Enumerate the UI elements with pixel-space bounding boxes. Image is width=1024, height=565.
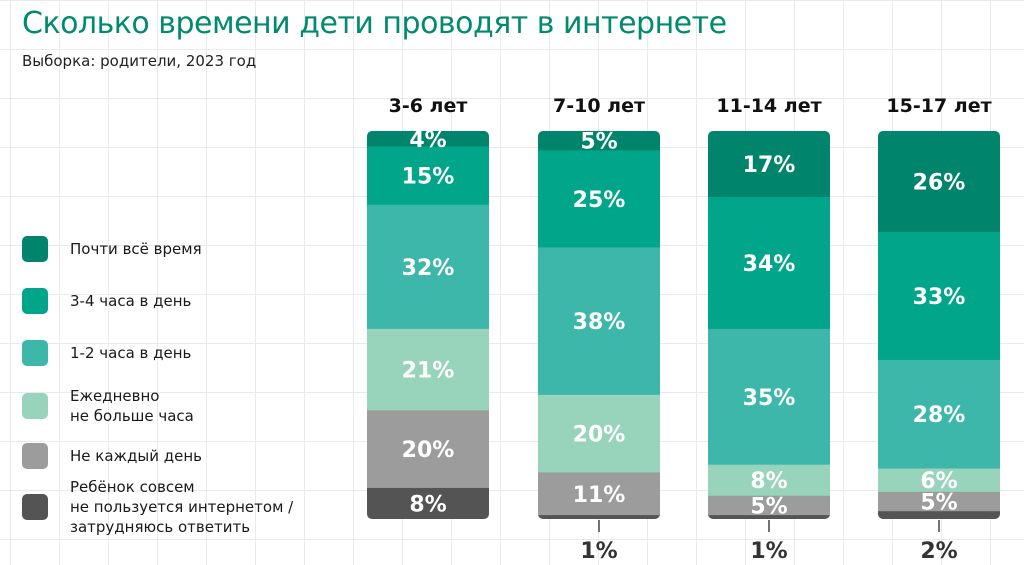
legend-label: Ежедневно не больше часа bbox=[70, 387, 194, 425]
column-label: 7-10 лет bbox=[553, 95, 645, 117]
data-label: 15% bbox=[402, 165, 455, 190]
legend-label: Не каждый день bbox=[70, 447, 203, 465]
data-label: 32% bbox=[402, 256, 455, 281]
data-label-outside: 1% bbox=[580, 539, 617, 564]
legend-item-daily-under-hour: Ежедневно не больше часа bbox=[22, 386, 194, 426]
column-label: 15-17 лет bbox=[886, 95, 991, 117]
legend-item-3-4-hours: 3-4 часа в день bbox=[22, 288, 191, 314]
legend-label: Ребёнок совсем не пользуется интернетом … bbox=[70, 478, 294, 536]
bar-segment bbox=[367, 487, 489, 519]
data-label: 26% bbox=[913, 170, 966, 195]
bar-segment bbox=[878, 468, 1000, 493]
bar-segment bbox=[878, 131, 1000, 233]
bar-segment bbox=[538, 131, 660, 151]
legend-item-not-every-day: Не каждый день bbox=[22, 443, 202, 469]
data-label: 5% bbox=[580, 130, 617, 155]
bar-column bbox=[708, 131, 830, 519]
bar-segment bbox=[878, 359, 1000, 470]
legend-swatch bbox=[22, 494, 48, 520]
bar-segment bbox=[367, 204, 489, 330]
data-label: 25% bbox=[573, 188, 626, 213]
bar-segment bbox=[878, 511, 1000, 519]
bar-segment bbox=[708, 328, 830, 466]
bar-segment bbox=[708, 131, 830, 198]
legend-swatch bbox=[22, 393, 48, 419]
bar-segment bbox=[367, 131, 489, 148]
bar-column bbox=[367, 131, 489, 519]
data-label-outside: 2% bbox=[920, 539, 957, 564]
bar-segment bbox=[538, 150, 660, 248]
data-label: 5% bbox=[920, 491, 957, 516]
bar-segment bbox=[367, 146, 489, 206]
bar-column bbox=[878, 131, 1000, 519]
legend-swatch bbox=[22, 288, 48, 314]
legend-item-almost-all-time: Почти всё время bbox=[22, 236, 202, 262]
bar-segment bbox=[878, 491, 1000, 512]
legend: Почти всё время 3-4 часа в день 1-2 часа… bbox=[22, 0, 342, 565]
bar-segment bbox=[708, 464, 830, 497]
data-label: 11% bbox=[573, 483, 626, 508]
legend-item-no-internet: Ребёнок совсем не пользуется интернетом … bbox=[22, 477, 293, 537]
legend-label: 3-4 часа в день bbox=[70, 292, 192, 310]
bar-segment bbox=[708, 196, 830, 330]
bar-segment bbox=[538, 394, 660, 474]
data-label: 34% bbox=[743, 252, 796, 277]
bar-segment bbox=[538, 515, 660, 519]
legend-label: 1-2 часа в день bbox=[70, 344, 192, 362]
data-label: 8% bbox=[750, 469, 787, 494]
data-label: 6% bbox=[920, 469, 957, 494]
bar-segment bbox=[538, 247, 660, 396]
bar-segment bbox=[538, 472, 660, 516]
chart-title: Сколько времени дети проводят в интернет… bbox=[22, 6, 727, 41]
legend-item-1-2-hours: 1-2 часа в день bbox=[22, 340, 191, 366]
data-label: 5% bbox=[750, 494, 787, 519]
legend-swatch bbox=[22, 236, 48, 262]
column-label: 3-6 лет bbox=[389, 95, 468, 117]
data-label: 33% bbox=[913, 285, 966, 310]
data-label: 38% bbox=[573, 310, 626, 335]
data-label: 21% bbox=[402, 359, 455, 384]
data-label-outside: 1% bbox=[750, 539, 787, 564]
bar-column bbox=[538, 131, 660, 519]
bar-segment bbox=[708, 515, 830, 519]
legend-label: Почти всё время bbox=[70, 240, 202, 258]
bar-segment bbox=[708, 495, 830, 516]
legend-swatch bbox=[22, 340, 48, 366]
legend-swatch bbox=[22, 443, 48, 469]
data-label: 35% bbox=[743, 386, 796, 411]
data-label: 17% bbox=[743, 153, 796, 178]
data-label: 8% bbox=[409, 492, 446, 517]
data-label: 20% bbox=[573, 423, 626, 448]
data-label: 4% bbox=[409, 128, 446, 153]
chart-subtitle: Выборка: родители, 2023 год bbox=[22, 52, 257, 70]
data-label: 28% bbox=[913, 403, 966, 428]
bar-segment bbox=[878, 231, 1000, 361]
bar-segment bbox=[367, 328, 489, 411]
column-label: 11-14 лет bbox=[716, 95, 821, 117]
data-label: 20% bbox=[402, 438, 455, 463]
bar-segment bbox=[367, 410, 489, 489]
